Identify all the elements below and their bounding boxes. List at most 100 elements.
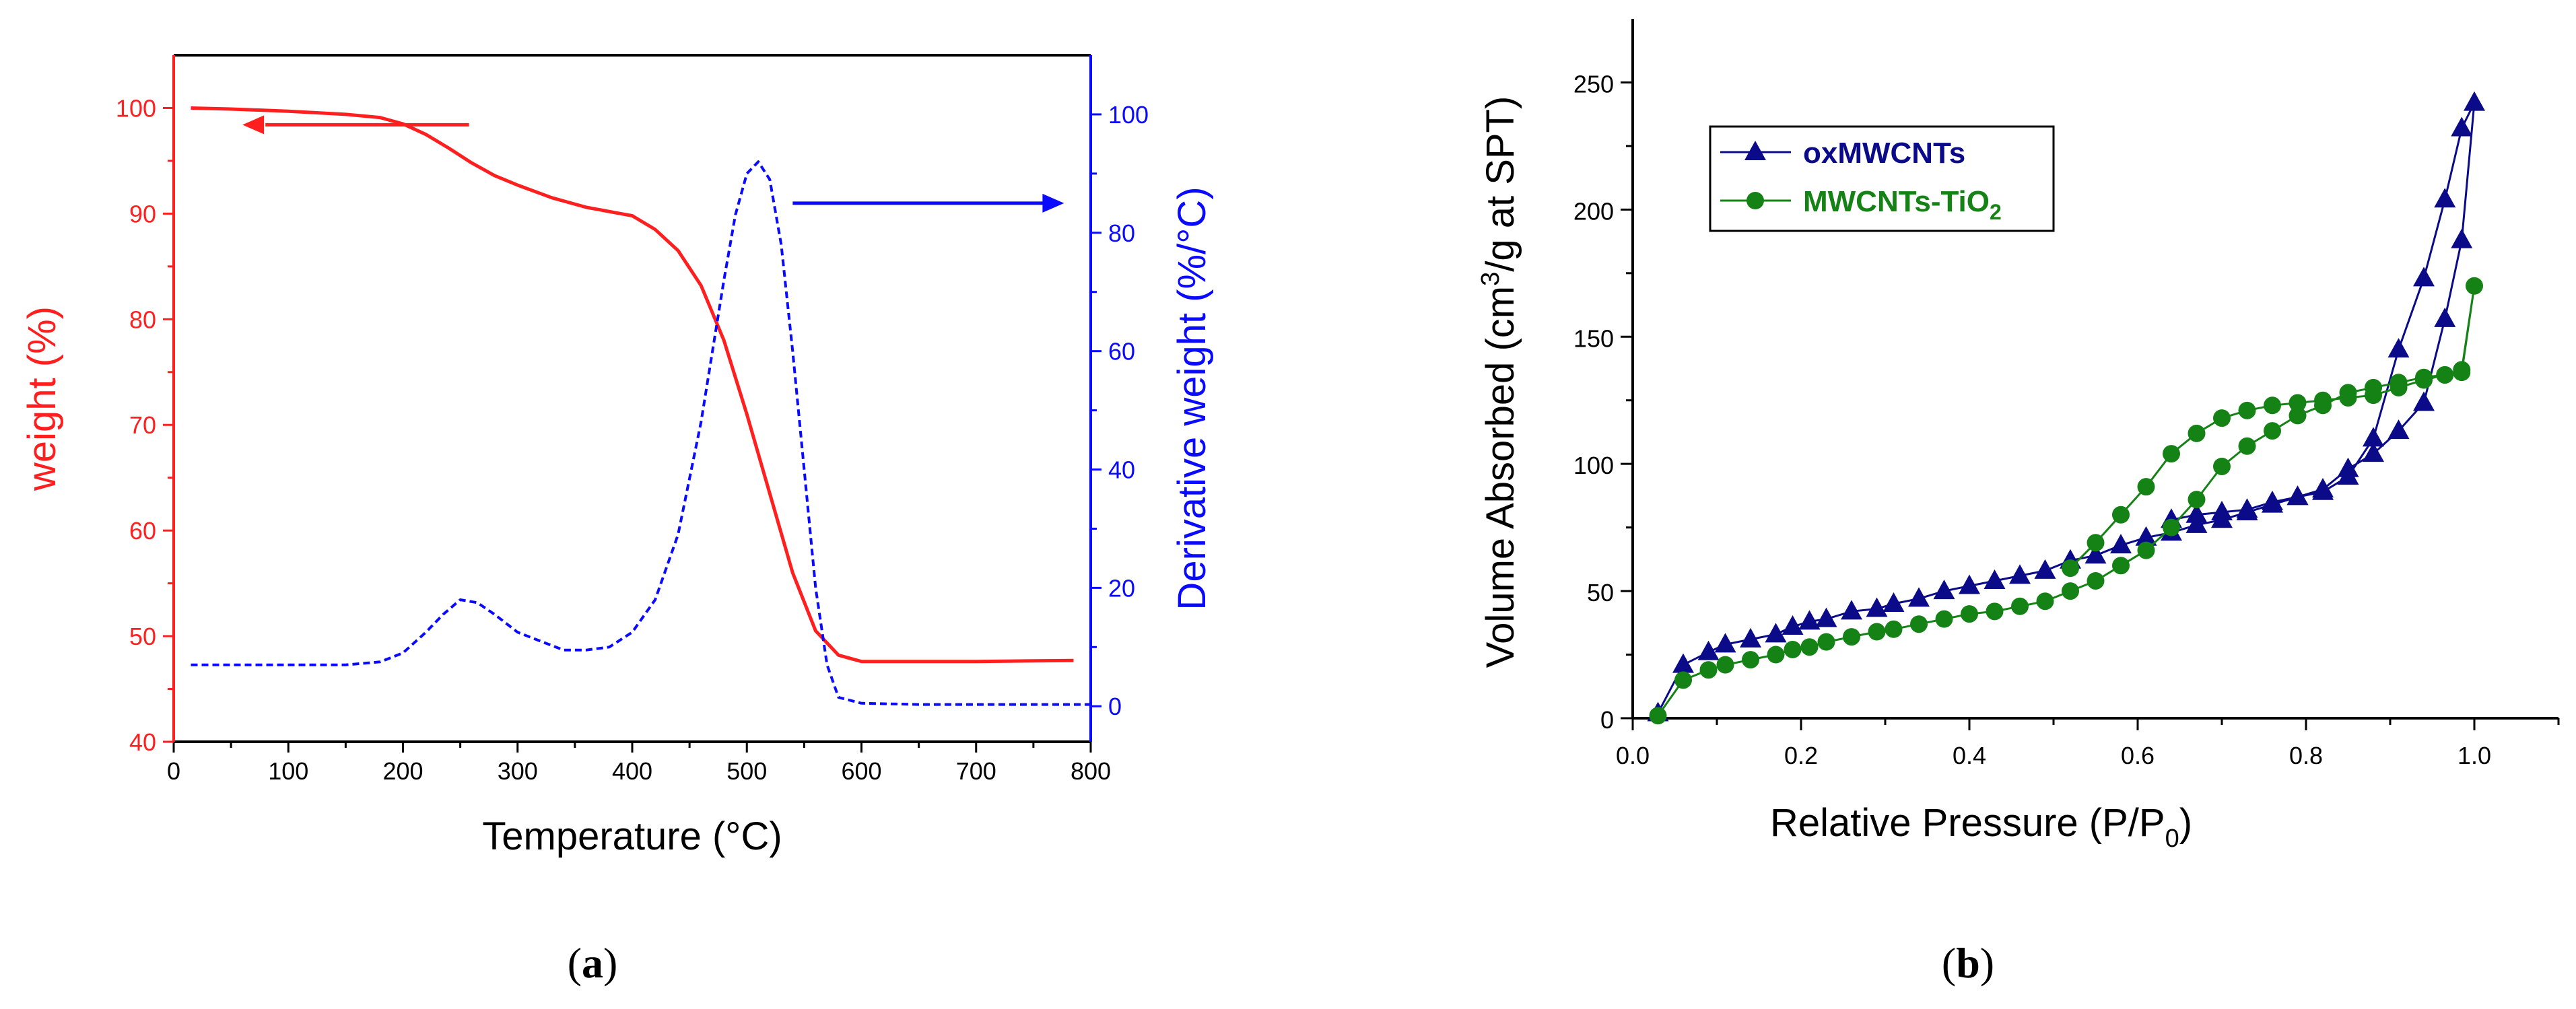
tio2-point (1674, 671, 1692, 689)
tio2-point (1961, 605, 1978, 623)
tio2-point (2062, 582, 2079, 600)
oxmwcnts-point (1883, 592, 1905, 612)
y-left-tick-label: 90 (129, 200, 156, 228)
oxmwcnts-point (1815, 607, 1837, 627)
y-left-tick-label: 100 (116, 94, 156, 122)
derivative-curve (191, 160, 1091, 706)
y-tick-label: 200 (1573, 197, 1614, 225)
tio2-point (2163, 518, 2180, 536)
y-right-tick-label: 80 (1108, 219, 1135, 247)
tio2-point (2011, 597, 2029, 615)
x-tick-label: 100 (268, 757, 308, 785)
oxmwcnts-point (1959, 574, 1980, 594)
oxmwcnts-point (2084, 544, 2107, 564)
tio2-point (2087, 571, 2105, 590)
tio2-point (2289, 394, 2307, 412)
tio2-point (1868, 623, 1886, 641)
oxmwcnts-point (1714, 633, 1736, 653)
oxmwcnts-point (2434, 307, 2456, 327)
oxmwcnts-point (1866, 597, 1888, 617)
y-right-tick-label: 20 (1108, 574, 1135, 602)
tio2-point (2188, 491, 2206, 509)
tio2-point (1716, 656, 1734, 674)
x-tick-label: 500 (726, 757, 767, 785)
tio2-point (2466, 277, 2483, 295)
tio2-point (2087, 534, 2105, 552)
tio2-point (2238, 437, 2256, 455)
y-left-tick-label: 50 (129, 623, 156, 650)
oxmwcnts-point (2413, 391, 2435, 411)
tio2-point (2213, 457, 2231, 475)
panel-a-tga-chart: 0 100 200 300 400 500 600 700 800405060708090100… (20, 54, 1214, 858)
legend: oxMWCNTs MWCNTs-TiO2 (1709, 125, 2055, 232)
oxmwcnts-point (2363, 427, 2384, 447)
oxmwcnts-point (2262, 490, 2283, 510)
y-tick-label: 50 (1587, 579, 1614, 606)
oxmwcnts-point (2434, 188, 2456, 208)
y-left-tick-label: 40 (129, 728, 156, 756)
oxmwcnts-point (1933, 580, 1955, 600)
x-tick-label: 400 (612, 757, 652, 785)
y-tick-label: 150 (1573, 324, 1614, 352)
x-tick-label: 0.4 (1953, 742, 1986, 769)
tio2-point (2213, 409, 2231, 427)
legend-tio2-marker (1747, 192, 1764, 209)
x-axis-title: Temperature (°C) (482, 814, 782, 858)
tio2-point (2453, 361, 2471, 379)
tio2-point (2036, 592, 2054, 611)
y-left-tick-label: 70 (129, 411, 156, 439)
y-left-tick-label: 80 (129, 306, 156, 333)
x-tick-label: 0.8 (2289, 742, 2323, 769)
oxmwcnts-point (2387, 338, 2410, 358)
x-axis-title: Relative Pressure (P/P0) (1770, 801, 2192, 853)
tio2-point (1649, 707, 1667, 725)
legend-tio2-label: MWCNTs-TiO2 (1803, 185, 2002, 224)
x-tick-label: 700 (956, 757, 996, 785)
oxmwcnts-point (2236, 498, 2258, 518)
oxmwcnts-point (2009, 564, 2031, 584)
oxmwcnts-point (1908, 587, 1930, 607)
tio2-point (2264, 396, 2281, 415)
oxmwcnts-point (2312, 477, 2334, 497)
tio2-point (2339, 388, 2357, 407)
tio2-point (2062, 559, 2079, 578)
tio2-point (2112, 506, 2130, 524)
tio2-point (1843, 628, 1860, 646)
x-tick-label: 0.0 (1616, 742, 1650, 769)
oxmwcnts-point (2337, 457, 2359, 477)
oxmwcnts-point (2451, 228, 2473, 248)
panel-a-caption: (a) (568, 939, 618, 987)
legend-oxmwcnts-label: oxMWCNTs (1803, 137, 1965, 170)
tio2-point (2112, 557, 2130, 575)
tio2-point (1910, 615, 1928, 633)
y-left-tick-label: 60 (129, 517, 156, 545)
oxmwcnts-point (1740, 627, 1761, 648)
oxmwcnts-point (2135, 526, 2157, 546)
tio2-point (2137, 478, 2155, 496)
panel-b-isotherm-chart: 0.0 0.2 0.4 0.6 0.8 1.0 0 50 100 150 200 250 Relativ… (1477, 19, 2560, 853)
derivative-arrow-head (1042, 193, 1064, 213)
tio2-point (2365, 386, 2382, 405)
legend-oxmwcnts-marker (1744, 141, 1766, 160)
oxmwcnts-point (2185, 513, 2208, 533)
y-right-tick-label: 100 (1108, 101, 1149, 129)
oxmwcnts-point (2211, 500, 2233, 520)
x-tick-label: 600 (841, 757, 881, 785)
tio2-point (2389, 378, 2408, 396)
tio2-point (2188, 424, 2206, 442)
tio2-point (1767, 646, 1785, 664)
y-right-axis-title: Derivative weight (%/°C) (1170, 186, 1214, 610)
tio2-point (2238, 401, 2256, 419)
oxmwcnts-point (1765, 623, 1787, 643)
legend-box (1709, 125, 2055, 232)
tio2-point (2264, 422, 2281, 440)
y-left-axis-title: weight (%) (20, 306, 64, 491)
tio2-point (1935, 610, 1953, 628)
oxmwcnts-point (2413, 267, 2435, 287)
y-right-tick-label: 40 (1108, 456, 1135, 484)
y-tick-label: 250 (1573, 70, 1614, 98)
oxmwcnts-point (2286, 485, 2309, 506)
x-tick-label: 200 (382, 757, 423, 785)
oxmwcnts-point (1782, 615, 1804, 635)
